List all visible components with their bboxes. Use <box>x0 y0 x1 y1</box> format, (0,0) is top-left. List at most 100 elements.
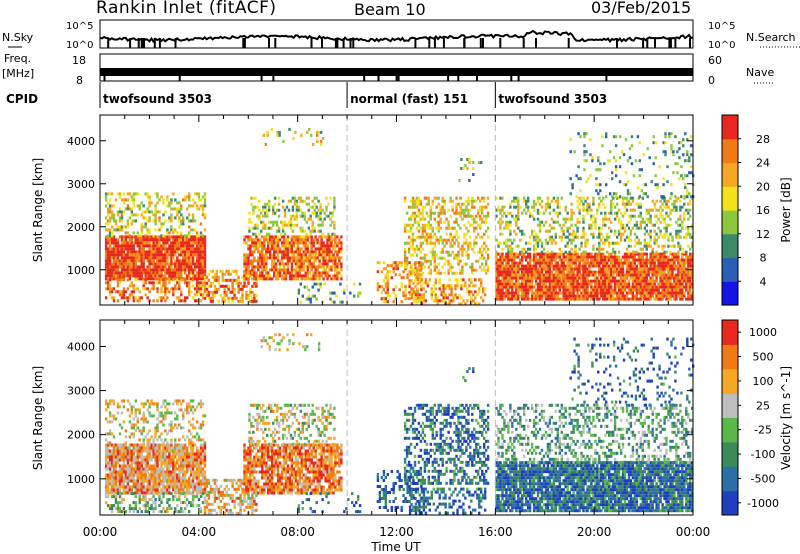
data-cell-power <box>602 241 605 245</box>
data-cell-power <box>594 285 597 289</box>
data-cell-power <box>608 264 611 268</box>
data-cell-power <box>132 284 135 288</box>
data-cell-power <box>534 235 538 239</box>
data-cell-power <box>588 205 591 209</box>
data-cell-power <box>116 210 120 214</box>
data-cell-power <box>592 285 595 289</box>
data-cell-power <box>313 202 316 206</box>
data-cell-power <box>184 281 187 285</box>
data-cell-power <box>289 226 293 230</box>
data-cell-power <box>106 201 110 205</box>
data-cell-power <box>465 214 468 218</box>
data-cell-power <box>463 247 466 251</box>
data-cell-power <box>649 258 652 262</box>
data-cell-power <box>511 279 514 283</box>
data-cell-power <box>671 276 674 280</box>
data-cell-power <box>411 211 415 215</box>
data-cell-power <box>523 282 526 286</box>
data-cell-power <box>546 288 550 292</box>
data-cell-power <box>335 294 338 298</box>
data-cell-power <box>627 235 631 239</box>
data-cell-power <box>612 267 615 271</box>
data-cell-power <box>263 241 266 245</box>
data-cell-power <box>548 270 552 274</box>
data-cell-power <box>223 296 226 300</box>
data-cell-power <box>421 271 425 275</box>
data-cell-power <box>523 264 526 268</box>
data-cell-power <box>259 256 262 260</box>
data-cell-power <box>314 265 317 269</box>
data-cell-power <box>386 270 389 274</box>
data-cell-power <box>400 261 403 265</box>
data-cell-power <box>392 261 395 265</box>
data-cell-power <box>509 297 512 301</box>
data-cell-power <box>116 284 120 288</box>
data-cell-power <box>610 273 613 277</box>
data-cell-power <box>336 271 339 275</box>
data-cell-power <box>120 253 124 257</box>
data-cell-power <box>279 232 283 236</box>
data-cell-power <box>509 252 512 256</box>
data-cell-power <box>106 253 110 257</box>
data-cell-power <box>378 285 382 289</box>
data-cell-power <box>519 273 522 277</box>
data-cell-power <box>681 276 684 280</box>
data-cell-power <box>548 235 552 239</box>
data-cell-power <box>243 274 246 278</box>
data-cell-power <box>404 291 407 295</box>
data-cell-power <box>104 198 108 202</box>
data-cell-power <box>590 261 593 265</box>
data-cell-power <box>327 214 330 218</box>
data-cell-power <box>168 274 171 278</box>
data-cell-power <box>613 267 617 271</box>
data-cell-power <box>515 288 518 292</box>
data-cell-power <box>154 256 157 260</box>
data-cell-power <box>199 290 203 294</box>
data-cell-power <box>606 232 609 236</box>
data-cell-power <box>423 226 427 230</box>
data-cell-power <box>566 291 569 295</box>
data-cell-power <box>451 250 454 254</box>
data-cell-power <box>120 241 124 245</box>
data-cell-power <box>197 241 201 245</box>
data-cell-power <box>511 258 514 262</box>
data-cell-power <box>554 252 557 256</box>
data-cell-power <box>610 282 613 286</box>
data-cell-power <box>621 214 625 218</box>
data-cell-power <box>174 268 177 272</box>
data-cell-power <box>570 252 573 256</box>
data-cell-power <box>195 293 199 297</box>
data-cell-power <box>613 217 617 221</box>
data-cell-power <box>252 205 255 209</box>
data-cell-power <box>154 210 157 214</box>
nave-label: Nave <box>746 66 774 79</box>
data-cell-power <box>548 264 552 268</box>
data-cell-power <box>615 255 619 259</box>
data-cell-power <box>251 299 254 303</box>
data-cell-power <box>475 226 478 230</box>
data-cell-power <box>266 130 269 134</box>
data-cell-power <box>657 267 660 271</box>
data-cell-power <box>495 282 498 286</box>
data-cell-power <box>572 238 575 242</box>
data-cell-power <box>254 232 257 236</box>
data-cell-power <box>455 196 458 200</box>
data-cell-power <box>570 264 573 268</box>
data-cell-power <box>275 208 279 212</box>
data-cell-power <box>403 259 407 263</box>
data-cell-power <box>255 265 258 269</box>
data-cell-power <box>186 268 189 272</box>
data-cell-power <box>425 235 429 239</box>
data-cell-power <box>110 271 114 275</box>
data-cell-power <box>221 269 224 273</box>
data-cell-power <box>176 271 179 275</box>
data-cell-power <box>146 207 149 211</box>
data-cell-power <box>554 279 557 283</box>
data-cell-power <box>635 279 639 283</box>
data-cell-power <box>303 229 306 233</box>
data-cell-power <box>148 299 151 303</box>
data-cell-power <box>481 196 484 200</box>
data-cell-power <box>495 273 498 277</box>
data-cell-power <box>473 220 476 224</box>
freq-unit-label: [MHz] <box>2 67 34 80</box>
